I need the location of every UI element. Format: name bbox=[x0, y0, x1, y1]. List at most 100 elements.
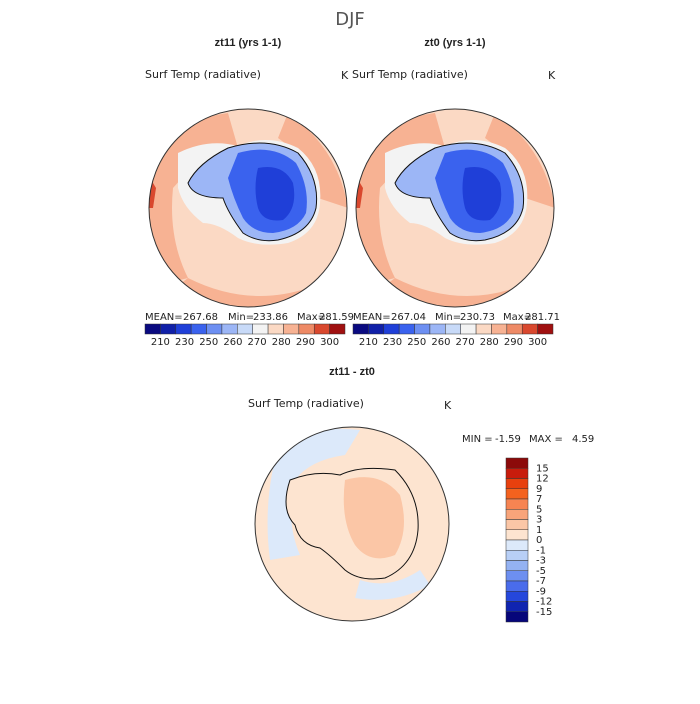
colorbar-box bbox=[537, 323, 554, 335]
colorbar-box bbox=[460, 323, 477, 335]
colorbar-label: 230 bbox=[175, 337, 194, 348]
stat-label: Min= bbox=[228, 312, 254, 323]
colorbar-box bbox=[283, 323, 300, 335]
stat-value: 267.04 bbox=[391, 312, 426, 323]
colorbar-label: 0 bbox=[536, 535, 542, 546]
variable-name: Surf Temp (radiative) bbox=[145, 68, 261, 81]
colorbar-label: 210 bbox=[359, 337, 378, 348]
colorbar-box bbox=[505, 560, 529, 571]
colorbar-box bbox=[313, 323, 330, 335]
colorbar-box bbox=[144, 323, 161, 335]
colorbar-box bbox=[505, 498, 529, 510]
colorbar-box bbox=[475, 323, 492, 335]
colorbar-box bbox=[267, 323, 284, 335]
colorbar-label: 12 bbox=[536, 474, 549, 485]
panel-title: zt11 (yrs 1-1) bbox=[215, 37, 282, 49]
colorbar-label: 300 bbox=[528, 337, 547, 348]
colorbar-label: 290 bbox=[504, 337, 523, 348]
map-border bbox=[355, 108, 555, 308]
colorbar-box bbox=[505, 457, 529, 469]
colorbar-label: 270 bbox=[456, 337, 475, 348]
colorbar-box bbox=[506, 323, 523, 335]
colorbar-label: -7 bbox=[536, 576, 546, 587]
colorbar-label: 300 bbox=[320, 337, 339, 348]
colorbar-box bbox=[505, 570, 529, 582]
colorbar-box bbox=[298, 323, 315, 335]
colorbar-box bbox=[414, 323, 431, 335]
colorbar-label: 9 bbox=[536, 484, 542, 495]
colorbar-box bbox=[398, 323, 415, 335]
colorbar-box bbox=[505, 529, 529, 541]
panel-title: zt0 (yrs 1-1) bbox=[424, 37, 485, 49]
colorbar-box bbox=[352, 323, 369, 335]
colorbar-box bbox=[505, 601, 529, 612]
colorbar-label: -15 bbox=[536, 607, 552, 618]
colorbar-box bbox=[329, 323, 346, 335]
stat-value: 233.86 bbox=[253, 312, 288, 323]
colorbar-box bbox=[521, 323, 538, 335]
colorbar-box bbox=[445, 323, 461, 335]
colorbar-box bbox=[505, 478, 529, 489]
colorbar-label: 1 bbox=[536, 525, 542, 536]
colorbar-label: 290 bbox=[296, 337, 315, 348]
colorbar-label: 280 bbox=[272, 337, 291, 348]
colorbar-box bbox=[237, 323, 253, 335]
panel-title: zt11 - zt0 bbox=[329, 366, 375, 378]
colorbar-box bbox=[505, 519, 529, 530]
max-label: MAX = bbox=[529, 434, 563, 445]
colorbar-box bbox=[505, 580, 529, 592]
colorbar-box bbox=[505, 550, 529, 561]
map-border bbox=[254, 426, 450, 622]
stat-label: Min= bbox=[435, 312, 461, 323]
units: K bbox=[341, 69, 349, 82]
stat-label: MEAN= bbox=[353, 312, 391, 323]
colorbar-label: 7 bbox=[536, 494, 542, 505]
colorbar-box bbox=[505, 611, 529, 623]
variable-name: Surf Temp (radiative) bbox=[352, 68, 468, 81]
colorbar-label: -1 bbox=[536, 545, 546, 556]
colorbar-box bbox=[160, 323, 177, 335]
colorbar-box bbox=[383, 323, 400, 335]
stat-value: 267.68 bbox=[183, 312, 218, 323]
colorbar-label: 260 bbox=[431, 337, 450, 348]
map-border bbox=[148, 108, 348, 308]
colorbar-box bbox=[368, 323, 385, 335]
colorbar-box bbox=[505, 509, 529, 520]
colorbar-label: -5 bbox=[536, 566, 546, 577]
colorbar-label: 230 bbox=[383, 337, 402, 348]
colorbar-label: 15 bbox=[536, 463, 549, 474]
colorbar-box bbox=[429, 323, 446, 335]
units: K bbox=[444, 399, 452, 412]
stat-value: 281.71 bbox=[525, 312, 560, 323]
colorbar-label: 260 bbox=[223, 337, 242, 348]
colorbar-box bbox=[505, 488, 529, 500]
colorbar-label: 5 bbox=[536, 504, 542, 515]
colorbar-label: -9 bbox=[536, 586, 546, 597]
stats: MEAN= 267.68 Min= 233.86 Max= 281.59 bbox=[145, 312, 354, 323]
min-label: MIN = bbox=[462, 434, 493, 445]
stat-value: 281.59 bbox=[319, 312, 354, 323]
colorbar-label: 3 bbox=[536, 515, 542, 526]
variable-name: Surf Temp (radiative) bbox=[248, 397, 364, 410]
figure-title: DJF bbox=[335, 9, 365, 30]
colorbar-box bbox=[221, 323, 238, 335]
map bbox=[255, 427, 449, 621]
colorbar-box bbox=[206, 323, 223, 335]
colorbar-label: 210 bbox=[151, 337, 170, 348]
stat-label: MEAN= bbox=[145, 312, 183, 323]
colorbar-box bbox=[190, 323, 207, 335]
units: K bbox=[548, 69, 556, 82]
colorbar-box bbox=[175, 323, 192, 335]
colorbar-box bbox=[491, 323, 508, 335]
stat-value: 230.73 bbox=[460, 312, 495, 323]
colorbar-label: 270 bbox=[248, 337, 267, 348]
colorbar-label: 250 bbox=[199, 337, 218, 348]
colorbar-box bbox=[252, 323, 269, 335]
stats: MEAN= 267.04 Min= 230.73 Max= 281.71 bbox=[353, 312, 560, 323]
colorbar-box bbox=[505, 591, 529, 602]
colorbar-box bbox=[505, 468, 529, 479]
colorbar-label: -12 bbox=[536, 597, 552, 608]
colorbar-box bbox=[505, 539, 529, 551]
max-value: 4.59 bbox=[572, 434, 594, 445]
